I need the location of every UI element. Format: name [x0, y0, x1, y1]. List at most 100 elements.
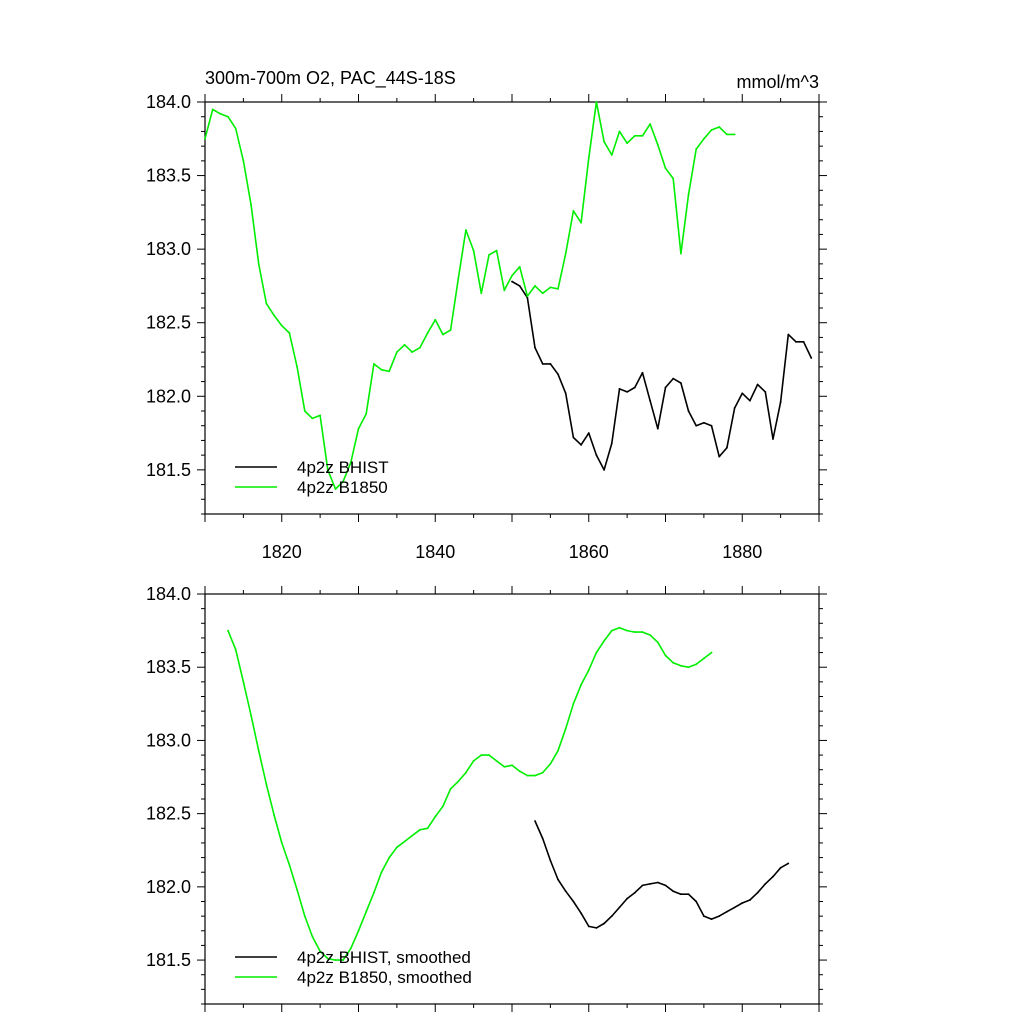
data-point: [549, 286, 552, 289]
data-point: [618, 626, 621, 629]
data-point: [211, 108, 214, 111]
data-point: [649, 634, 652, 636]
data-point: [633, 891, 636, 894]
data-point: [756, 383, 759, 386]
data-point: [572, 209, 575, 212]
data-point: [326, 468, 329, 471]
legend-label: 4p2z BHIST: [297, 458, 389, 477]
data-point: [526, 295, 529, 298]
data-point: [587, 157, 590, 159]
data-point: [511, 764, 513, 767]
data-point: [702, 657, 705, 660]
data-point: [395, 351, 398, 354]
data-point: [372, 363, 375, 365]
data-point: [764, 883, 767, 885]
data-point: [695, 424, 698, 427]
data-point: [457, 780, 460, 783]
data-point: [349, 947, 352, 950]
data-point: [610, 154, 613, 156]
data-point: [564, 727, 567, 730]
data-point: [595, 454, 598, 457]
data-point: [257, 262, 260, 265]
data-point: [779, 866, 782, 869]
y-tick-label: 184.0: [146, 92, 191, 112]
y-tick-label: 182.5: [146, 313, 191, 333]
data-point: [610, 915, 613, 918]
data-point: [572, 702, 575, 705]
data-point: [204, 137, 206, 140]
data-point: [610, 442, 613, 445]
data-point: [587, 432, 590, 434]
data-point: [656, 143, 659, 146]
data-point: [518, 770, 521, 773]
y-tick-label: 183.0: [146, 239, 191, 259]
data-point: [557, 878, 559, 881]
data-point: [572, 900, 575, 903]
data-point: [457, 277, 460, 280]
data-point: [403, 343, 406, 346]
data-point: [334, 488, 337, 490]
data-point: [641, 631, 644, 633]
data-point: [679, 382, 682, 384]
data-point: [288, 863, 291, 866]
data-point: [787, 333, 790, 336]
data-point: [303, 410, 306, 412]
data-point: [733, 133, 736, 136]
data-point: [787, 862, 790, 865]
data-point: [618, 388, 621, 390]
data-point: [641, 134, 644, 137]
y-tick-label: 182.0: [146, 877, 191, 897]
data-point: [687, 193, 690, 196]
data-point: [541, 771, 544, 774]
data-point: [465, 229, 467, 231]
data-point: [580, 912, 582, 915]
data-point: [480, 292, 483, 295]
data-point: [434, 815, 437, 818]
data-point: [664, 386, 667, 389]
data-point: [710, 129, 713, 131]
data-point: [395, 846, 398, 849]
data-point: [541, 292, 544, 295]
data-point: [326, 957, 329, 960]
data-point: [365, 910, 368, 913]
data-point: [795, 340, 797, 343]
data-point: [741, 902, 744, 904]
data-point: [756, 891, 759, 894]
data-point: [234, 127, 237, 130]
data-point: [380, 368, 383, 371]
data-point: [342, 480, 345, 483]
data-point: [365, 413, 368, 415]
data-point: [726, 910, 728, 913]
data-point: [257, 749, 260, 752]
data-point: [534, 820, 536, 822]
data-point: [587, 925, 590, 928]
data-point: [426, 827, 429, 830]
units-label: mmol/m^3: [737, 72, 819, 92]
plot-frame: [204, 593, 820, 1005]
data-point: [388, 370, 391, 373]
data-point: [603, 639, 605, 642]
series-line-1: [227, 626, 712, 961]
data-point: [603, 922, 605, 925]
data-point: [242, 159, 245, 162]
data-point: [265, 302, 268, 305]
data-point: [534, 346, 536, 349]
x-tick-label: 1880: [722, 542, 762, 562]
data-point: [672, 377, 675, 380]
data-point: [626, 897, 629, 900]
data-point: [695, 900, 698, 903]
y-tick-label: 183.5: [146, 657, 191, 677]
data-point: [449, 787, 452, 790]
data-point: [273, 314, 275, 317]
data-point: [549, 762, 552, 765]
data-point: [702, 915, 705, 918]
y-tick-label: 182.5: [146, 804, 191, 824]
data-point: [710, 918, 713, 920]
data-point: [349, 461, 352, 464]
data-point: [273, 814, 275, 817]
data-point: [488, 254, 490, 256]
data-point: [618, 130, 621, 133]
data-point: [687, 666, 690, 669]
top-panel: 184.0 183.5 183.0 182.5 182.0 181.5 1820 1840 18…: [146, 68, 827, 562]
